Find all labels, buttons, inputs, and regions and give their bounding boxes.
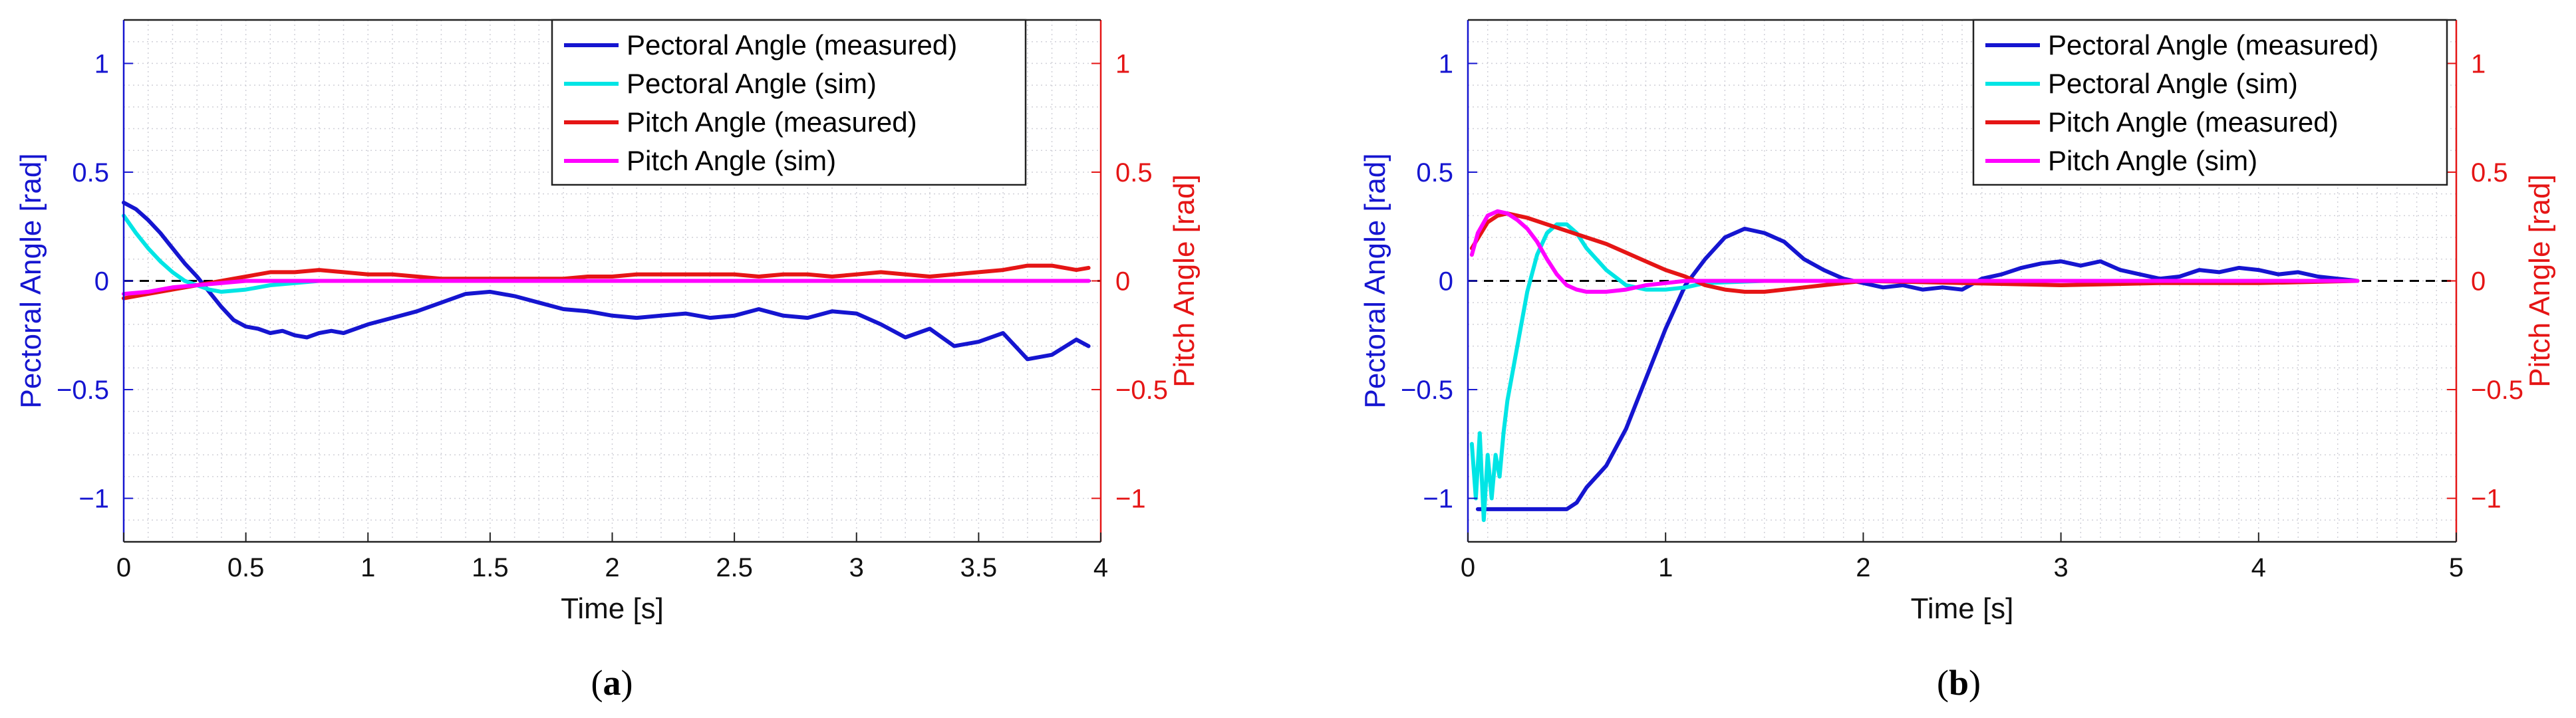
legend-entry: Pectoral Angle (measured) <box>627 29 957 60</box>
panel-label-open: ( <box>1937 663 1949 703</box>
legend-entry: Pitch Angle (measured) <box>2048 106 2339 138</box>
y-tick-label-left: −1 <box>1423 485 1453 514</box>
legend-entry: Pectoral Angle (measured) <box>2048 29 2378 60</box>
series-line-pitch-angle-measured <box>122 263 1091 300</box>
chart-panel-b: 0 1 2 3 4 5 −1 −1 −0.5 −0.5 0 0 0.5 0.5 1 1 Time [s] Pect… <box>1359 19 2556 703</box>
y-tick-label-right: −1 <box>2471 485 2502 514</box>
series-line-pectoral-angle-measured <box>1475 227 2360 511</box>
chart-panel-a: 0 0.5 1 1.5 2 2.5 3 3.5 4 −1 −1 −0.5 −0.5 0 0 0.5 0.5 1 1 T… <box>15 19 1201 703</box>
x-tick-label: 1 <box>1658 553 1673 582</box>
y-tick-label-left: −0.5 <box>57 376 109 405</box>
legend-entry: Pectoral Angle (sim) <box>627 68 877 99</box>
x-tick-label: 2 <box>1856 553 1870 582</box>
x-tick-label: 0.5 <box>227 553 265 582</box>
x-tick-label: 3 <box>849 553 864 582</box>
x-tick-label: 3 <box>2053 553 2068 582</box>
y-tick-label-right: −0.5 <box>2471 376 2523 405</box>
y-axis-label-left: Pectoral Angle [rad] <box>15 153 47 408</box>
y-axis-label-right: Pitch Angle [rad] <box>2523 174 2556 387</box>
legend-entry: Pectoral Angle (sim) <box>2048 68 2298 99</box>
y-tick-label-right: −1 <box>1115 485 1146 514</box>
y-tick-label-left: 0.5 <box>1416 158 1453 187</box>
y-tick-label-right: 0 <box>2471 267 2486 297</box>
series-line-pectoral-angle-sim <box>1469 222 2360 523</box>
x-tick-label: 2 <box>605 553 619 582</box>
panel-label: (a) <box>591 663 633 703</box>
legend-box <box>1972 19 2448 186</box>
legend-box <box>551 19 1027 186</box>
series-line-pectoral-angle-measured <box>122 200 1091 362</box>
panel-label-close: ) <box>1969 663 1981 703</box>
y-tick-label-right: 1 <box>2471 49 2486 78</box>
y-tick-label-right: 1 <box>1115 49 1130 78</box>
y-tick-label-left: 1 <box>1439 49 1453 78</box>
y-axis-label-right: Pitch Angle [rad] <box>1168 174 1201 387</box>
panel-label-close: ) <box>621 663 633 703</box>
legend-entry: Pitch Angle (measured) <box>627 106 917 138</box>
x-tick-label: 2.5 <box>716 553 753 582</box>
y-tick-label-right: −0.5 <box>1115 376 1168 405</box>
panel-label: (b) <box>1937 663 1981 703</box>
x-tick-label: 4 <box>2251 553 2266 582</box>
legend-entry: Pitch Angle (sim) <box>627 145 836 176</box>
y-tick-label-right: 0 <box>1115 267 1130 297</box>
legend: Pectoral Angle (measured) Pectoral Angle … <box>1972 19 2448 186</box>
panel-label-open: ( <box>591 663 603 703</box>
x-tick-label: 1 <box>360 553 375 582</box>
legend-entry: Pitch Angle (sim) <box>2048 145 2257 176</box>
x-tick-label: 4 <box>1093 553 1108 582</box>
x-tick-label: 0 <box>1461 553 1475 582</box>
y-tick-label-left: 0 <box>94 267 109 297</box>
panel-label-letter: b <box>1949 663 1969 703</box>
y-tick-label-left: 0.5 <box>72 158 109 187</box>
x-tick-label: 5 <box>2449 553 2464 582</box>
legend: Pectoral Angle (measured) Pectoral Angle … <box>551 19 1027 186</box>
series-line-pitch-angle-sim <box>1469 209 2360 294</box>
y-tick-label-right: 0.5 <box>2471 158 2508 187</box>
y-tick-label-left: 1 <box>94 49 109 78</box>
y-tick-label-right: 0.5 <box>1115 158 1153 187</box>
x-axis-label: Time [s] <box>1911 592 2014 625</box>
x-tick-label: 0 <box>116 553 131 582</box>
y-tick-label-left: −0.5 <box>1401 376 1453 405</box>
y-axis-label-left: Pectoral Angle [rad] <box>1359 153 1391 408</box>
series-line-pitch-angle-sim <box>122 279 1091 297</box>
y-tick-label-left: −1 <box>78 485 109 514</box>
x-tick-label: 1.5 <box>472 553 509 582</box>
x-tick-label: 3.5 <box>960 553 998 582</box>
y-tick-label-left: 0 <box>1439 267 1453 297</box>
x-axis-label: Time [s] <box>561 592 664 625</box>
panel-label-letter: a <box>603 663 621 703</box>
